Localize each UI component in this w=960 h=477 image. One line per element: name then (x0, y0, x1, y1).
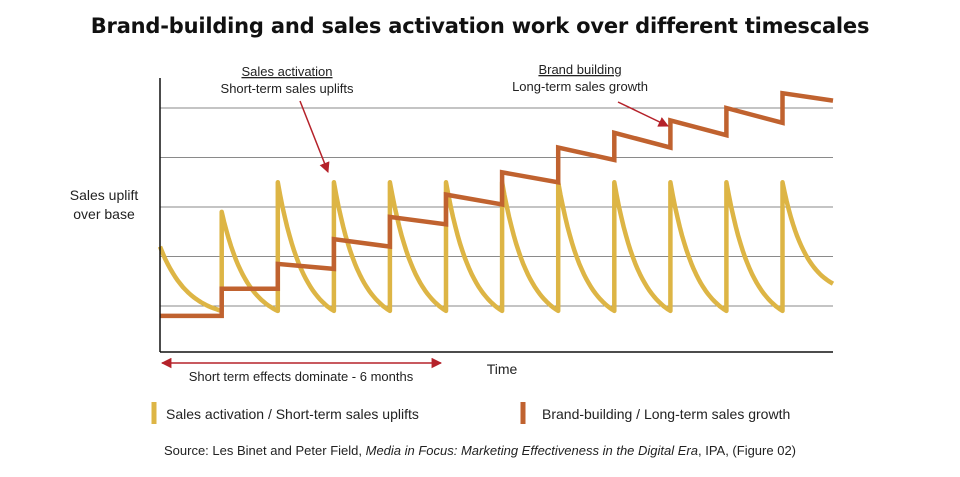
x-axis-label: Time (487, 361, 518, 377)
series-line-brand (160, 90, 834, 319)
source-citation: Source: Les Binet and Peter Field, Media… (0, 443, 960, 458)
series-group (157, 90, 835, 319)
axes (159, 78, 833, 353)
y-axis-label-line1: Sales uplift (70, 187, 139, 203)
annotation-activation-text: Short-term sales uplifts (221, 81, 354, 96)
legend: Sales activation / Short-term sales upli… (151, 402, 790, 424)
legend-label-brand: Brand-building / Long-term sales growth (542, 406, 790, 422)
annotation-activation-arrow (299, 100, 330, 173)
annotation-brand-text: Long-term sales growth (512, 79, 648, 94)
annotation-brand-title: Brand building (538, 62, 621, 77)
source-prefix: Source: Les Binet and Peter Field, (163, 443, 366, 458)
legend-label-activation: Sales activation / Short-term sales upli… (166, 406, 419, 422)
source-publication: Media in Focus: Marketing Effectiveness … (365, 443, 698, 458)
annotations: Sales activation Short-term sales uplift… (70, 62, 669, 384)
annotation-activation-title: Sales activation (241, 64, 332, 79)
annotation-brand-arrow (617, 101, 669, 127)
range-label: Short term effects dominate - 6 months (189, 369, 414, 384)
y-axis-label-line2: over base (73, 206, 135, 222)
series-line-activation (157, 180, 835, 314)
source-suffix: , IPA, (Figure 02) (697, 443, 796, 458)
chart-title: Brand-building and sales activation work… (90, 14, 870, 38)
